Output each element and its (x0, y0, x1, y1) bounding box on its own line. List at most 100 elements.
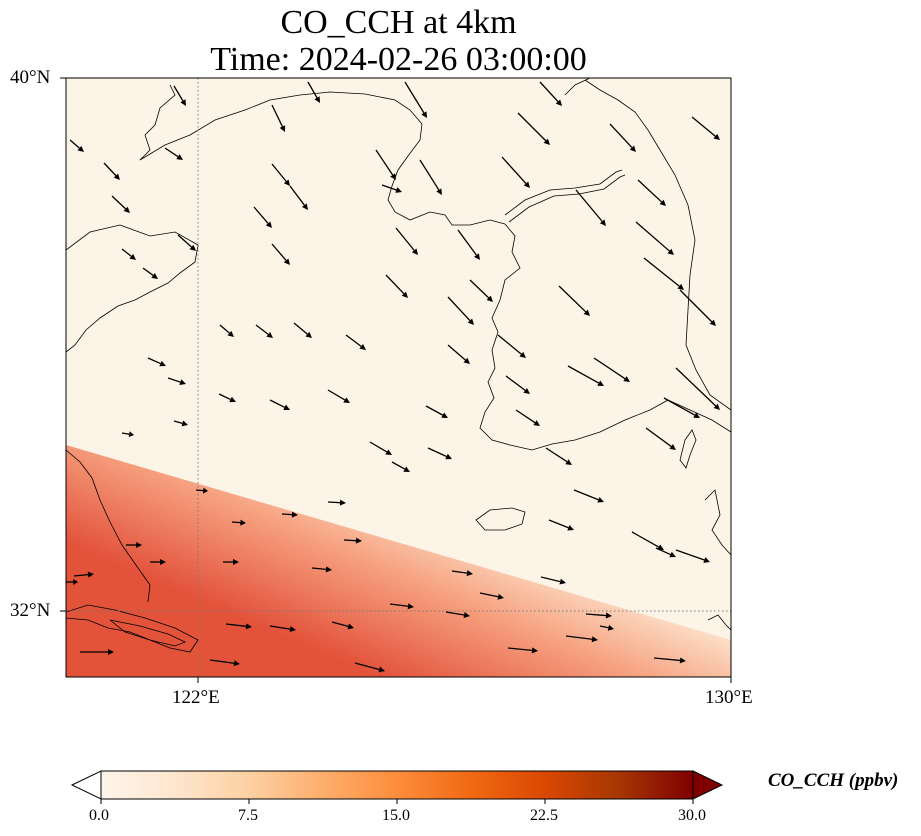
wind-vector (653, 657, 686, 664)
wind-vector-head (713, 133, 720, 140)
wind-vector-shaft (195, 489, 204, 492)
wind-vector (679, 289, 716, 326)
wind-vector-shaft (501, 156, 527, 184)
wind-vector (558, 285, 590, 316)
wind-vector-shaft (219, 324, 230, 334)
wind-vector (69, 139, 84, 152)
wind-vector (447, 296, 474, 325)
wind-vector-head (599, 219, 606, 226)
wind-vector (225, 623, 252, 630)
wind-vector (167, 377, 186, 385)
wind-vector-head (597, 496, 604, 503)
wind-vector (164, 147, 183, 160)
kyushu-coast (704, 489, 731, 556)
wind-vector-shaft (655, 547, 671, 556)
wind-vector-shaft (565, 635, 593, 640)
wind-vector-shaft (271, 104, 283, 127)
wind-vector (345, 334, 366, 350)
wind-vector-head (523, 181, 530, 188)
wind-vector (173, 85, 186, 106)
wind-vector-head (531, 647, 538, 654)
coastline-china-north (66, 224, 199, 353)
wind-vector-head (302, 203, 308, 210)
wind-vector-head (378, 666, 385, 673)
wind-vector-shaft (225, 623, 247, 627)
wind-vector-shaft (599, 625, 609, 629)
wind-vector-shaft (395, 227, 415, 251)
wind-vector-head (73, 579, 78, 585)
wind-vector-shaft (675, 367, 717, 407)
wind-vector (517, 112, 550, 145)
wind-vector-head (265, 221, 272, 228)
cb-tick-label-0: 0.0 (89, 807, 109, 824)
wind-vector-shaft (307, 81, 318, 99)
wind-vector (565, 635, 598, 643)
wind-vector-shaft (469, 279, 490, 299)
wind-vector-shaft (447, 344, 466, 361)
yangtze-estuary (66, 604, 199, 653)
wind-vector-head (179, 379, 186, 385)
wind-vector (507, 647, 538, 654)
wind-vector (218, 393, 236, 403)
wind-vector-head (390, 173, 396, 180)
wind-vector-shaft (311, 567, 327, 571)
wind-vector-head (591, 636, 598, 643)
wind-vector (142, 267, 158, 279)
coastline-bohai (139, 84, 176, 161)
wind-vector (219, 324, 234, 337)
wind-vector (223, 559, 239, 565)
wind-vector (609, 123, 636, 152)
wind-vector (126, 542, 142, 548)
wind-vector (73, 571, 94, 578)
coastline-korea-west (479, 223, 731, 451)
wind-vector-shaft (457, 229, 477, 256)
wind-vector-shaft (573, 489, 599, 501)
wind-vector-shaft (331, 621, 349, 628)
wind-vector-head (279, 125, 286, 132)
wind-vector-head (605, 612, 612, 619)
wind-vector-shaft (345, 334, 362, 347)
wind-vector (103, 162, 120, 180)
wind-vector-shaft (121, 432, 130, 435)
wind-vector-head (466, 570, 473, 577)
wind-vector-shaft (643, 257, 680, 287)
wind-vector-shaft (177, 234, 192, 248)
wind-vector (354, 662, 385, 673)
wind-vector-shaft (103, 162, 117, 177)
wind-vector-head (709, 319, 716, 326)
wind-vector (501, 156, 530, 188)
wind-vector (635, 221, 674, 255)
wind-vector-shaft (271, 163, 287, 182)
wind-vector-head (497, 593, 504, 600)
wind-vector-shaft (121, 248, 132, 257)
wind-vector-shaft (218, 393, 231, 401)
wind-vector-head (441, 412, 448, 418)
wind-vector-head (629, 145, 636, 152)
wind-vector-shaft (327, 389, 346, 401)
wind-vectors (66, 81, 720, 673)
gridlines (66, 78, 731, 677)
yalu-river-border (504, 169, 623, 216)
lon-tick-label-122e: 122°E (172, 687, 220, 708)
wind-vector (311, 566, 332, 573)
wind-vector (479, 592, 504, 600)
wind-vector-shaft (427, 447, 447, 458)
wind-vector-shaft (445, 611, 465, 616)
wind-vector (391, 461, 410, 472)
wind-vector (66, 579, 78, 585)
wind-vector (281, 511, 298, 518)
wind-vector-head (113, 173, 120, 180)
wind-vector-shaft (381, 184, 397, 191)
wind-vector-shaft (369, 441, 388, 453)
wind-vector-head (325, 566, 332, 573)
wind-vector-head (669, 551, 676, 558)
wind-vector-head (227, 330, 234, 337)
wind-vector-head (314, 96, 320, 103)
wind-vector-head (583, 309, 590, 316)
wind-vector-shaft (327, 501, 341, 504)
colorbar-extend-low (70, 770, 102, 800)
wind-vector-shaft (164, 147, 179, 158)
wind-vector (395, 227, 418, 255)
